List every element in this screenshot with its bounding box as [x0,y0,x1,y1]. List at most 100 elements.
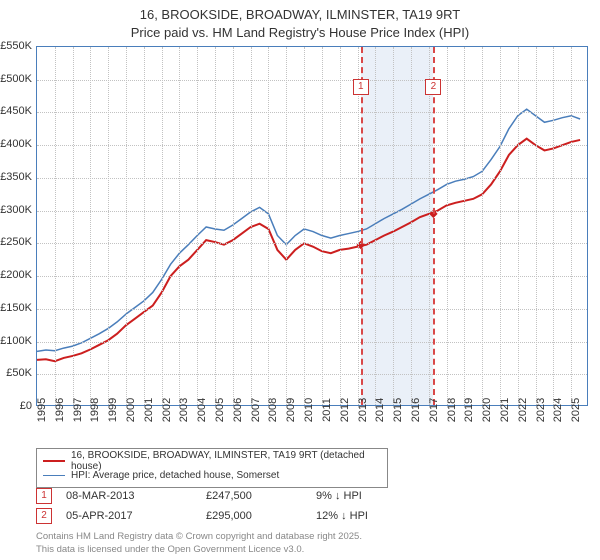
gridline-v [162,47,163,405]
legend-swatch [43,460,65,462]
gridline-h [37,178,587,179]
xtick-label: 1996 [54,398,66,422]
xtick-label: 2004 [196,398,208,422]
ytick-label: £350K [0,171,32,183]
xtick-label: 2015 [392,398,404,422]
gridline-h [37,243,587,244]
transaction-row: 1 08-MAR-2013£247,5009% ↓ HPI [36,486,426,506]
series-price_paid [37,139,580,362]
xtick-label: 2012 [339,398,351,422]
ytick-label: £550K [0,40,32,52]
xtick-label: 2010 [303,398,315,422]
gridline-h [37,342,587,343]
gridline-h [37,211,587,212]
gridline-v [73,47,74,405]
gridline-v [536,47,537,405]
legend-swatch [43,475,65,476]
gridline-v [393,47,394,405]
gridline-v [197,47,198,405]
xtick-label: 2018 [446,398,458,422]
gridline-v [375,47,376,405]
xtick-label: 2017 [428,398,440,422]
transaction-delta: 12% ↓ HPI [316,510,426,522]
transaction-row: 205-APR-2017£295,00012% ↓ HPI [36,506,426,526]
marker-line [433,47,435,405]
transaction-badge: 2 [36,508,52,524]
xtick-label: 2023 [535,398,547,422]
gridline-v [304,47,305,405]
gridline-v [215,47,216,405]
title-line2: Price paid vs. HM Land Registry's House … [0,24,600,42]
gridline-v [571,47,572,405]
footer-line1: Contains HM Land Registry data © Crown c… [36,531,362,543]
xtick-label: 2014 [374,398,386,422]
gridline-v [233,47,234,405]
ytick-label: £200K [0,269,32,281]
gridline-v [500,47,501,405]
ytick-label: £300K [0,204,32,216]
gridline-h [37,374,587,375]
xtick-label: 2011 [321,398,333,422]
xtick-label: 1995 [36,398,48,422]
gridline-v [340,47,341,405]
xtick-label: 2016 [410,398,422,422]
gridline-v [464,47,465,405]
xtick-label: 2009 [285,398,297,422]
transaction-price: £247,500 [206,490,316,502]
gridline-h [37,309,587,310]
ytick-label: £250K [0,236,32,248]
ytick-label: £50K [6,367,32,379]
gridline-h [37,276,587,277]
ytick-label: £0 [20,400,32,412]
ytick-label: £450K [0,105,32,117]
xtick-label: 2022 [517,398,529,422]
gridline-v [482,47,483,405]
marker-badge: 2 [425,79,441,95]
transaction-delta: 9% ↓ HPI [316,490,426,502]
gridline-v [55,47,56,405]
gridline-v [268,47,269,405]
ytick-label: £500K [0,73,32,85]
gridline-v [126,47,127,405]
gridline-v [251,47,252,405]
gridline-v [179,47,180,405]
transaction-date: 08-MAR-2013 [66,490,206,502]
xtick-label: 2001 [143,398,155,422]
legend: 16, BROOKSIDE, BROADWAY, ILMINSTER, TA19… [36,448,388,488]
title-line1: 16, BROOKSIDE, BROADWAY, ILMINSTER, TA19… [0,6,600,24]
gridline-v [286,47,287,405]
xtick-label: 1998 [89,398,101,422]
xtick-label: 2003 [178,398,190,422]
legend-row: 16, BROOKSIDE, BROADWAY, ILMINSTER, TA19… [43,453,381,468]
xtick-label: 2007 [250,398,262,422]
ytick-label: £150K [0,302,32,314]
gridline-v [553,47,554,405]
gridline-h [37,80,587,81]
ytick-label: £400K [0,138,32,150]
xtick-label: 2025 [570,398,582,422]
gridline-v [322,47,323,405]
gridline-v [358,47,359,405]
legend-label: HPI: Average price, detached house, Some… [71,470,279,481]
xtick-label: 2024 [552,398,564,422]
gridline-v [411,47,412,405]
gridline-h [37,145,587,146]
plot-area: 12 [36,46,588,406]
chart-title: 16, BROOKSIDE, BROADWAY, ILMINSTER, TA19… [0,0,600,41]
xtick-label: 2008 [267,398,279,422]
marker-badge: 1 [353,79,369,95]
chart-region: 12 £0£50K£100K£150K£200K£250K£300K£350K£… [36,46,588,406]
xtick-label: 2021 [499,398,511,422]
legend-label: 16, BROOKSIDE, BROADWAY, ILMINSTER, TA19… [71,450,381,472]
gridline-v [90,47,91,405]
gridline-h [37,112,587,113]
footer-line2: This data is licensed under the Open Gov… [36,544,362,556]
transaction-badge: 1 [36,488,52,504]
line-svg [37,47,589,407]
transactions-table: 1 08-MAR-2013£247,5009% ↓ HPI 205-APR-2017… [36,486,426,526]
gridline-v [429,47,430,405]
gridline-v [447,47,448,405]
xtick-label: 2002 [161,398,173,422]
gridline-v [144,47,145,405]
transaction-price: £295,000 [206,510,316,522]
